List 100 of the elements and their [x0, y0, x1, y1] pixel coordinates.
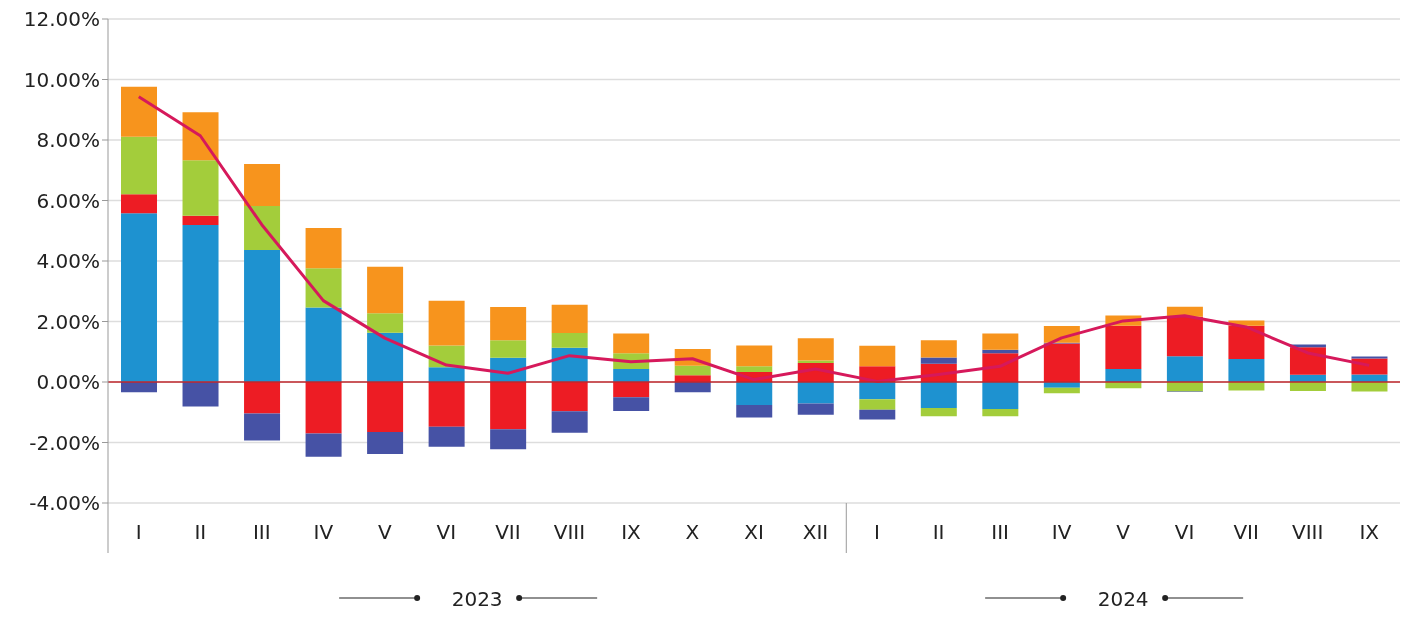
bar: [920, 408, 957, 417]
bar: [367, 431, 404, 454]
bar: [859, 399, 896, 410]
bar: [736, 404, 773, 418]
y-tick-label: 6.00%: [36, 188, 100, 213]
bar: [182, 382, 219, 407]
bar: [305, 228, 342, 269]
text: 2024: [1097, 587, 1149, 611]
x-tick-label: VII: [1233, 520, 1259, 545]
x-tick-label: VI: [1174, 520, 1195, 545]
bar: [1043, 387, 1080, 394]
x-tick-label: I: [135, 520, 142, 545]
bar: [490, 382, 527, 430]
bar: [428, 367, 465, 382]
bar: [859, 382, 896, 400]
bar: [1043, 343, 1080, 382]
y-tick-label: 4.00%: [36, 249, 100, 274]
y-tick-label: 10.00%: [23, 67, 100, 92]
bar: [1105, 368, 1142, 382]
bar: [982, 408, 1019, 417]
bar: [490, 306, 527, 341]
bar: [797, 382, 834, 404]
x-tick-label: V: [1116, 520, 1131, 545]
bar: [244, 250, 281, 382]
bar: [859, 409, 896, 420]
bar: [1228, 359, 1265, 382]
bar: [736, 345, 773, 367]
bar: [367, 382, 404, 432]
x-tick-label: V: [378, 520, 393, 545]
bar: [428, 300, 465, 346]
x-tick-label: VIII: [553, 520, 586, 545]
bar: [182, 215, 219, 225]
bar: [613, 333, 650, 354]
bar: [121, 136, 157, 195]
bar: [244, 382, 281, 414]
x-tick-label: IV: [1051, 520, 1072, 545]
x-tick-label: I: [874, 520, 880, 545]
x-tick-label: II: [932, 520, 945, 545]
bar: [490, 429, 527, 450]
bar: [736, 366, 773, 373]
bar: [674, 365, 711, 376]
y-tick-label: -4.00%: [29, 491, 100, 516]
y-tick-label: 2.00%: [36, 309, 100, 334]
text: 2023: [451, 587, 503, 611]
bar: [613, 382, 650, 398]
bar: [920, 357, 957, 364]
bar: [182, 112, 219, 161]
bar: [551, 382, 588, 412]
bar: [367, 266, 404, 314]
bar: [1166, 356, 1203, 382]
x-tick-label: VIII: [1292, 520, 1324, 545]
bar: [305, 307, 342, 382]
x-tick-label: X: [685, 520, 700, 545]
bar: [305, 268, 342, 308]
bar: [982, 382, 1019, 409]
bar: [859, 345, 896, 367]
bar: [367, 313, 404, 333]
bar: [367, 332, 404, 382]
bar: [305, 382, 342, 434]
y-tick-label: 8.00%: [36, 128, 100, 153]
bar: [1228, 325, 1265, 360]
bar: [490, 340, 527, 358]
bar: [797, 403, 834, 415]
bar: [920, 340, 957, 358]
bar: [736, 382, 773, 405]
x-tick-label: VI: [436, 520, 457, 545]
bar: [121, 194, 157, 214]
y-tick-label: 12.00%: [23, 7, 100, 32]
bar: [428, 382, 465, 427]
x-tick-label: IV: [313, 520, 334, 545]
bar: [244, 163, 281, 206]
x-tick-label: III: [991, 520, 1009, 545]
bar: [244, 413, 281, 441]
bar: [121, 86, 157, 137]
x-tick-label: XI: [744, 520, 764, 545]
bar: [982, 333, 1019, 350]
bar: [551, 333, 588, 348]
bar: [121, 213, 157, 382]
bar: [551, 411, 588, 433]
x-tick-label: XII: [802, 520, 829, 545]
bar: [920, 382, 957, 409]
bar: [1105, 325, 1142, 369]
bar: [551, 304, 588, 333]
bar: [1351, 358, 1388, 375]
x-tick-label: IX: [621, 520, 642, 545]
bar: [244, 205, 281, 251]
bar: [182, 160, 219, 216]
bar: [613, 397, 650, 412]
x-tick-label: III: [252, 520, 271, 545]
x-tick-label: IX: [1359, 520, 1380, 545]
y-tick-label: -2.00%: [29, 430, 100, 455]
x-tick-label: VII: [495, 520, 521, 545]
x-tick-label: II: [194, 520, 207, 545]
bar: [1166, 316, 1203, 357]
line-series: [137, 95, 1371, 383]
bar: [182, 225, 219, 382]
bar: [613, 368, 650, 382]
bar: [305, 433, 342, 457]
bar: [428, 426, 465, 447]
bar: [797, 338, 834, 361]
